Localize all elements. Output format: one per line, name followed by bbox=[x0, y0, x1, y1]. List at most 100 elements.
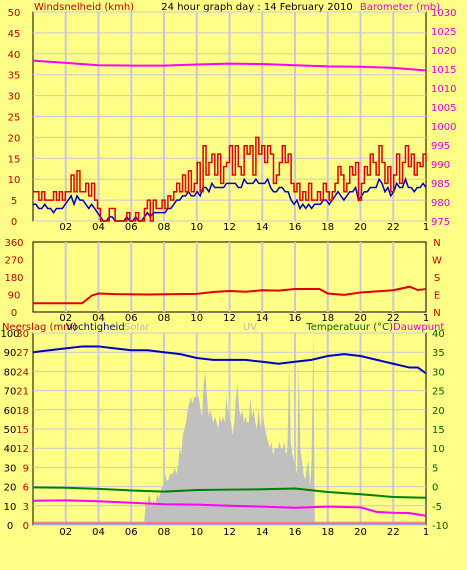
wind-tick-label: 30 bbox=[8, 92, 21, 103]
x-tick-label: 18 bbox=[321, 313, 334, 324]
temperature-tick-label: -5 bbox=[432, 502, 442, 513]
humidity-tick-label: 50 bbox=[4, 425, 17, 436]
humidity-panel-axes: 02 04 06 08 10 12 14 16 18 20 22 101020304050607080… bbox=[0, 329, 448, 538]
direction-letter-label: E bbox=[434, 291, 440, 302]
barometer-tick-label: 1015 bbox=[431, 65, 456, 76]
dewpoint-line bbox=[32, 499, 427, 517]
x-tick-label: 20 bbox=[354, 222, 367, 233]
barometer-tick-label: 980 bbox=[431, 198, 450, 209]
barometer-tick-label: 995 bbox=[431, 141, 450, 152]
humidity-tick-label: 60 bbox=[4, 406, 17, 417]
wind-tick-label: 0 bbox=[11, 217, 17, 228]
temperature-tick-label: 0 bbox=[432, 483, 438, 494]
barometer-axis-title: Barometer (mb) bbox=[360, 2, 440, 13]
wind-gust-line bbox=[33, 136, 427, 222]
x-tick-label: 16 bbox=[289, 527, 302, 538]
x-tick-label: 06 bbox=[125, 222, 138, 233]
direction-tick-label: 0 bbox=[11, 308, 17, 319]
direction-panel-marks bbox=[33, 285, 427, 305]
x-tick-label: 04 bbox=[92, 527, 105, 538]
wind-panel-grid bbox=[33, 11, 426, 222]
rain-tick-label: 18 bbox=[16, 406, 29, 417]
direction-tick-label: 360 bbox=[4, 238, 23, 249]
wind-panel-axes: 02 04 06 08 10 12 14 16 18 20 22 105101520253035404… bbox=[8, 8, 457, 233]
direction-tick-label: 90 bbox=[8, 291, 21, 302]
temperature-tick-label: -10 bbox=[432, 521, 448, 532]
wind-tick-label: 5 bbox=[11, 196, 17, 207]
x-tick-label: 02 bbox=[59, 313, 72, 324]
rain-tick-label: 12 bbox=[16, 444, 29, 455]
x-tick-label: 22 bbox=[387, 313, 400, 324]
rain-tick-label: 21 bbox=[16, 387, 29, 398]
temperature-tick-label: 35 bbox=[432, 348, 445, 359]
wind-tick-label: 10 bbox=[8, 175, 21, 186]
humidity-tick-label: 20 bbox=[4, 483, 17, 494]
humidity-tick-label: 0 bbox=[7, 521, 13, 532]
x-tick-label: 14 bbox=[256, 313, 269, 324]
temperature-tick-label: 10 bbox=[432, 444, 445, 455]
x-tick-label: 22 bbox=[387, 222, 400, 233]
barometer-tick-label: 1000 bbox=[431, 122, 456, 133]
solar-legend: Solar bbox=[124, 322, 150, 333]
rain-tick-label: 0 bbox=[23, 521, 29, 532]
x-tick-label: 08 bbox=[158, 527, 171, 538]
humidity-tick-label: 80 bbox=[4, 367, 17, 378]
rain-tick-label: 24 bbox=[16, 367, 29, 378]
humidity-tick-label: 40 bbox=[4, 444, 17, 455]
solar-area bbox=[33, 333, 426, 525]
x-tick-label: 08 bbox=[158, 313, 171, 324]
wind-tick-label: 25 bbox=[8, 113, 21, 124]
x-tick-label: 20 bbox=[354, 313, 367, 324]
rain-tick-label: 30 bbox=[16, 329, 29, 340]
x-tick-label: 20 bbox=[354, 527, 367, 538]
barometer-tick-label: 1025 bbox=[431, 27, 456, 38]
rain-tick-label: 27 bbox=[16, 348, 29, 359]
x-tick-label: 12 bbox=[223, 313, 236, 324]
humidity-tick-label: 90 bbox=[4, 348, 17, 359]
direction-letter-label: W bbox=[432, 256, 442, 267]
humidity-tick-label: 10 bbox=[4, 502, 17, 513]
x-tick-label: 04 bbox=[92, 313, 105, 324]
direction-tick-label: 180 bbox=[4, 273, 23, 284]
direction-panel-grid bbox=[64, 242, 395, 312]
x-tick-label: 18 bbox=[321, 527, 334, 538]
humidity-line bbox=[32, 345, 427, 375]
wind-tick-label: 45 bbox=[8, 29, 21, 40]
temperature-tick-label: 25 bbox=[432, 387, 445, 398]
x-tick-label: 1 bbox=[423, 527, 429, 538]
barometer-tick-label: 1030 bbox=[431, 8, 456, 19]
x-tick-label: 16 bbox=[289, 222, 302, 233]
humidity-tick-label: 100 bbox=[0, 329, 19, 340]
humidity-legend: Vochtigheid bbox=[66, 322, 125, 333]
humidity-panel-marks bbox=[32, 333, 427, 525]
wind-tick-label: 50 bbox=[8, 8, 21, 19]
wind-tick-label: 40 bbox=[8, 50, 21, 61]
direction-letter-label: N bbox=[433, 238, 440, 249]
chart-title: 24 hour graph day : 14 February 2010 bbox=[161, 2, 352, 13]
temperature-tick-label: 40 bbox=[432, 329, 445, 340]
x-tick-label: 02 bbox=[59, 527, 72, 538]
x-tick-label: 06 bbox=[125, 527, 138, 538]
wind-tick-label: 15 bbox=[8, 154, 21, 165]
x-tick-label: 1 bbox=[423, 313, 429, 324]
x-tick-label: 22 bbox=[387, 527, 400, 538]
wind-tick-label: 35 bbox=[8, 71, 21, 82]
barometer-tick-label: 1005 bbox=[431, 103, 456, 114]
barometer-tick-label: 990 bbox=[431, 160, 450, 171]
temperature-tick-label: 20 bbox=[432, 406, 445, 417]
barometer-tick-label: 985 bbox=[431, 179, 450, 190]
dewpoint-legend: Dauwpunt bbox=[393, 322, 444, 333]
direction-letter-label: S bbox=[434, 273, 440, 284]
rain-tick-label: 6 bbox=[23, 483, 29, 494]
wind-axis-title: Windsnelheid (kmh) bbox=[34, 2, 134, 13]
humidity-tick-label: 30 bbox=[4, 463, 17, 474]
x-tick-label: 02 bbox=[59, 222, 72, 233]
rain-legend: Neerslag (mm) bbox=[2, 322, 77, 333]
temperature-tick-label: 5 bbox=[432, 463, 438, 474]
wind-tick-label: 20 bbox=[8, 133, 21, 144]
x-tick-label: 14 bbox=[256, 222, 269, 233]
x-tick-label: 10 bbox=[190, 313, 203, 324]
barometer-tick-label: 1010 bbox=[431, 84, 456, 95]
